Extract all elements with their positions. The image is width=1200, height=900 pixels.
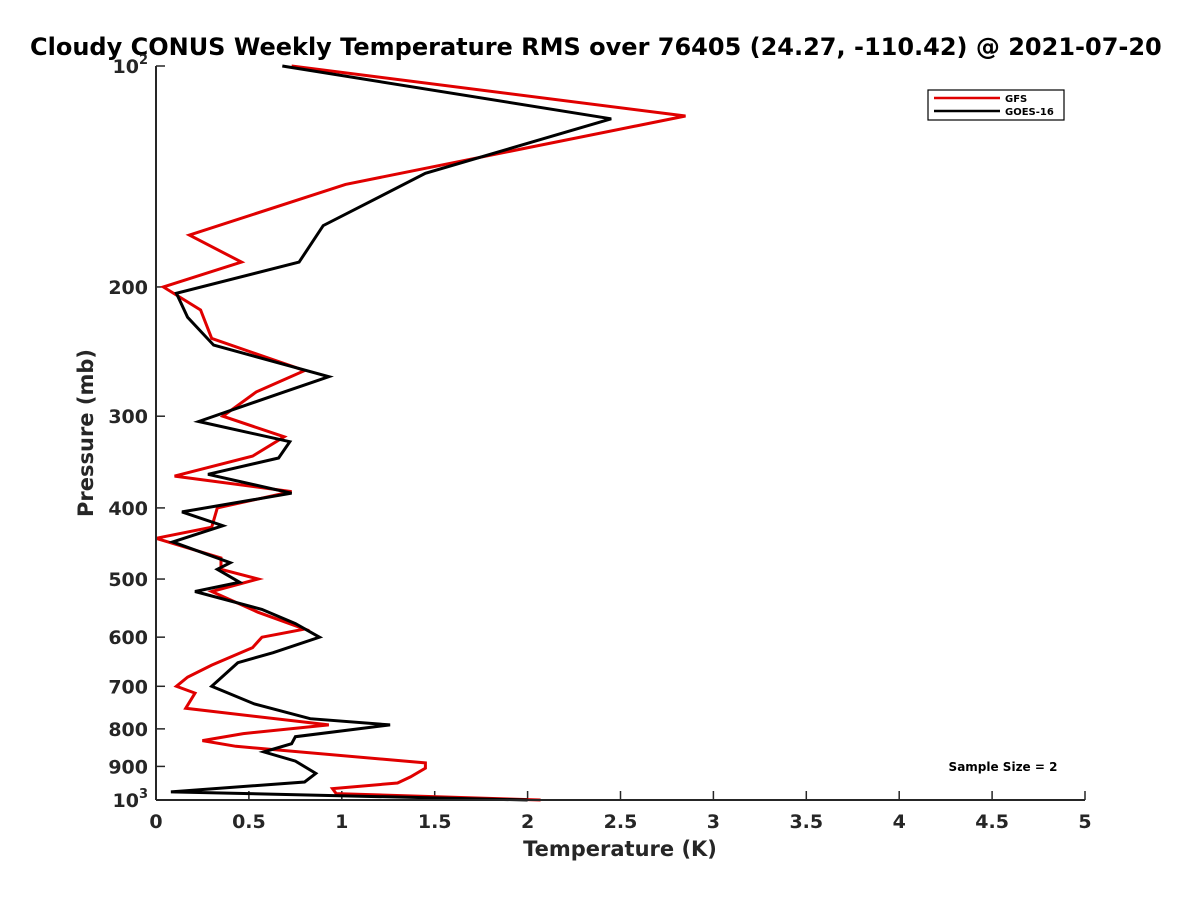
y-tick-label: 700 — [108, 676, 148, 698]
y-tick-label: 600 — [108, 627, 148, 649]
x-axis-ticks: 0 0.5 1 1.5 2 2.5 3 3.5 4 4.5 5 — [149, 791, 1092, 833]
x-tick-label: 4 — [893, 811, 906, 833]
series-line-gfs — [155, 64, 686, 802]
y-tick-label: 800 — [108, 719, 148, 741]
x-tick-label: 5 — [1078, 811, 1091, 833]
sample-size-annotation: Sample Size = 2 — [949, 760, 1058, 774]
x-tick-label: 1.5 — [418, 811, 452, 833]
legend-label-gfs: GFS — [1005, 94, 1027, 105]
y-tick-label: 900 — [108, 756, 148, 778]
y-tick-exponent: 2 — [139, 53, 148, 68]
x-tick-label: 0 — [149, 811, 162, 833]
y-tick-exponent: 3 — [139, 787, 148, 802]
y-axis-label: Pressure (mb) — [74, 349, 98, 517]
series-layer — [155, 64, 686, 802]
y-tick-label: 102 — [113, 53, 149, 78]
y-tick-label: 300 — [108, 406, 148, 428]
y-tick-label: 103 — [113, 787, 149, 812]
legend: GFS GOES-16 — [927, 89, 1065, 121]
x-tick-label: 2 — [521, 811, 534, 833]
x-tick-label: 4.5 — [975, 811, 1009, 833]
legend-box — [927, 89, 1065, 121]
x-tick-label: 3.5 — [789, 811, 823, 833]
y-tick-label: 500 — [108, 569, 148, 591]
x-axis-label: Temperature (K) — [523, 837, 717, 861]
x-tick-label: 1 — [335, 811, 348, 833]
legend-label-goes-16: GOES-16 — [1005, 107, 1054, 118]
chart-title: Cloudy CONUS Weekly Temperature RMS over… — [30, 33, 1162, 61]
x-tick-label: 0.5 — [232, 811, 266, 833]
x-tick-label: 3 — [707, 811, 720, 833]
series-line-goes-16 — [168, 64, 612, 802]
y-tick-base: 10 — [113, 56, 139, 78]
y-tick-label: 200 — [108, 277, 148, 299]
x-tick-label: 2.5 — [604, 811, 638, 833]
y-tick-base: 10 — [113, 790, 139, 812]
y-tick-label: 400 — [108, 498, 148, 520]
